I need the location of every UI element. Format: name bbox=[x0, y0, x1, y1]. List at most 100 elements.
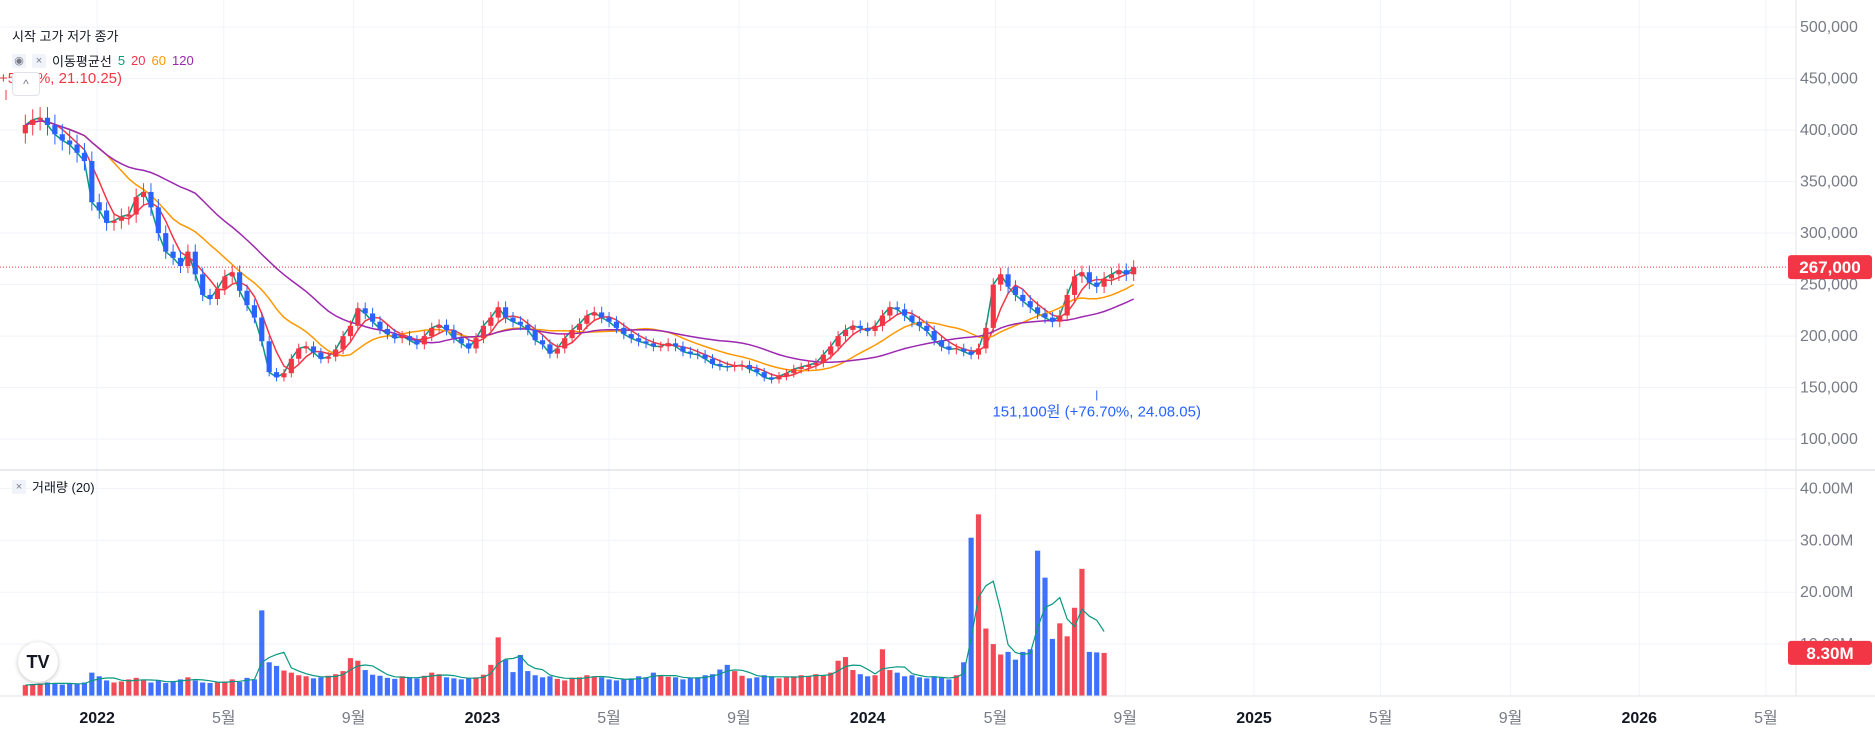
candle-body bbox=[517, 321, 523, 325]
pane-divider[interactable] bbox=[0, 0, 1875, 697]
volume-bar bbox=[902, 676, 908, 696]
price-tick-label: 300,000 bbox=[1800, 225, 1858, 242]
volume-bar bbox=[916, 677, 922, 696]
volume-bar bbox=[436, 674, 442, 696]
candle-body bbox=[1131, 267, 1137, 275]
candle-body bbox=[118, 216, 124, 221]
candle-body bbox=[562, 338, 568, 349]
candle-body bbox=[1086, 272, 1092, 283]
candle-body bbox=[59, 134, 65, 141]
volume-bar bbox=[170, 680, 176, 696]
volume-bar bbox=[835, 660, 841, 696]
volume-bar bbox=[857, 674, 863, 696]
candle-body bbox=[148, 191, 154, 208]
time-tick-label: 2025 bbox=[1236, 710, 1272, 727]
time-axis[interactable]: 2022 5월 9월 2023 5월 9월 2024 5월 9월 2025 5월 9월 2026 5월 bbox=[79, 709, 1777, 727]
volume-bar bbox=[1049, 638, 1055, 696]
volume-bar bbox=[658, 675, 664, 696]
volume-bar bbox=[532, 675, 538, 696]
candle-body bbox=[451, 329, 457, 339]
candle-body bbox=[606, 317, 612, 322]
volume-bar bbox=[621, 679, 627, 696]
candle-body bbox=[89, 161, 95, 203]
volume-legend[interactable]: × 거래량 (20) bbox=[12, 477, 95, 496]
price-axis[interactable]: 100,000 150,000 200,000 250,000 300,000 350,0… bbox=[1800, 19, 1858, 448]
volume-bar bbox=[67, 683, 73, 696]
time-tick-label: 9월 bbox=[1113, 709, 1137, 727]
volume-bar bbox=[894, 672, 900, 696]
candle-body bbox=[879, 315, 886, 326]
candle-body bbox=[288, 358, 294, 374]
volume-bar bbox=[702, 675, 708, 696]
volume-bar bbox=[983, 628, 989, 696]
volume-close-icon[interactable]: × bbox=[12, 479, 26, 494]
candle-body bbox=[931, 330, 937, 341]
candle-body bbox=[894, 307, 900, 310]
volume-bar bbox=[451, 678, 457, 696]
candle-body bbox=[429, 327, 435, 337]
candle-body bbox=[140, 191, 147, 198]
candle-body bbox=[333, 349, 339, 357]
candle-body bbox=[229, 272, 235, 277]
price-tick-label: 250,000 bbox=[1800, 277, 1858, 294]
ma-legend[interactable]: ◉ × 이동평균선 5 20 60 120 bbox=[12, 51, 194, 70]
eye-icon[interactable]: ◉ bbox=[12, 53, 26, 68]
candle-body bbox=[643, 341, 649, 344]
tradingview-logo[interactable]: TV bbox=[18, 642, 58, 682]
volume-bar bbox=[990, 644, 996, 696]
candle-body bbox=[96, 202, 102, 211]
candle-body bbox=[539, 340, 546, 345]
candle-body bbox=[776, 376, 782, 380]
volume-bar bbox=[503, 659, 509, 696]
candle-body bbox=[658, 346, 664, 348]
volume-bar bbox=[1064, 636, 1070, 696]
candle-body bbox=[347, 325, 354, 337]
volume-bar bbox=[126, 679, 132, 696]
volume-bar bbox=[606, 679, 612, 696]
current-price-badge[interactable] bbox=[1788, 255, 1872, 280]
candle-body bbox=[621, 327, 627, 335]
candle-body bbox=[628, 334, 634, 339]
candle-body bbox=[746, 364, 753, 370]
volume-bar bbox=[517, 654, 523, 696]
annotations: 267,000 8.30M 151,100원 (+76.70%, 24.08.05)… bbox=[0, 70, 1872, 665]
candle-body bbox=[200, 274, 206, 295]
collapse-legend-button[interactable]: ^ bbox=[12, 72, 40, 96]
volume-bar bbox=[104, 680, 110, 696]
volume-bar bbox=[584, 675, 590, 696]
volume-bar bbox=[1101, 652, 1107, 696]
candle-body bbox=[370, 313, 376, 322]
volume-bar bbox=[998, 654, 1004, 696]
candle-body bbox=[1005, 274, 1011, 287]
candle-body bbox=[222, 276, 228, 289]
candle-body bbox=[983, 327, 989, 349]
candle-body bbox=[990, 284, 996, 328]
candle-body bbox=[599, 312, 605, 318]
volume-bar bbox=[754, 677, 760, 696]
time-tick-label: 2022 bbox=[79, 710, 115, 727]
grid-lines bbox=[0, 0, 1796, 696]
candle-body bbox=[975, 348, 982, 355]
candle-body bbox=[1101, 278, 1107, 287]
volume-bar bbox=[695, 677, 701, 696]
candle-body bbox=[67, 140, 73, 145]
volume-bar bbox=[539, 677, 546, 696]
candle-body bbox=[835, 336, 841, 347]
candle-body bbox=[1094, 282, 1100, 287]
candle-body bbox=[1049, 317, 1055, 322]
volume-bar bbox=[399, 676, 405, 696]
price-tick-label: 400,000 bbox=[1800, 122, 1858, 139]
candle-body bbox=[783, 373, 789, 377]
candle-body bbox=[244, 290, 250, 306]
current-volume-badge[interactable] bbox=[1788, 640, 1872, 665]
time-tick-label: 2024 bbox=[850, 710, 886, 727]
candle-body bbox=[177, 257, 184, 267]
volume-bar bbox=[325, 675, 331, 696]
volume-moving-average bbox=[25, 580, 1105, 686]
volume-bar bbox=[22, 685, 28, 696]
close-icon[interactable]: × bbox=[32, 53, 46, 68]
candle-body bbox=[909, 315, 915, 322]
candle-body bbox=[591, 312, 597, 316]
